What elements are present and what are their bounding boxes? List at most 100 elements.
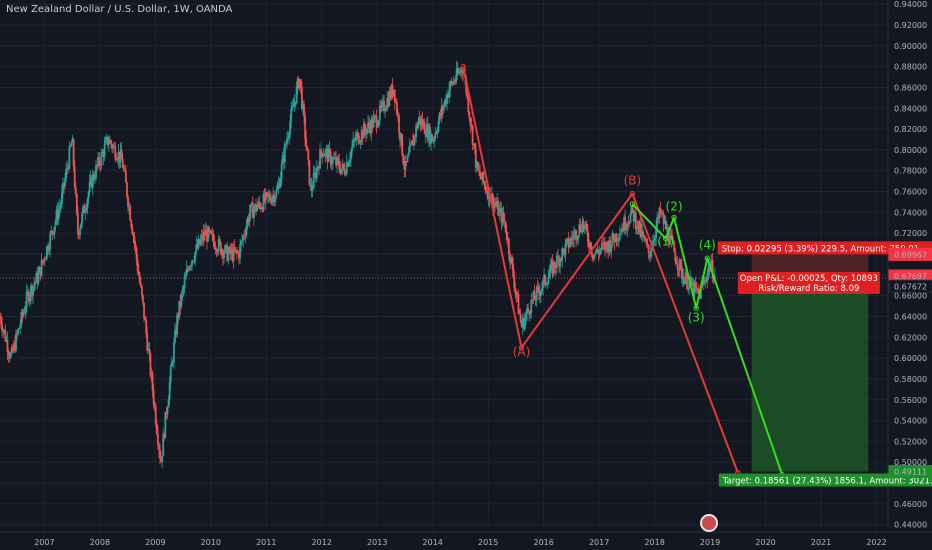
- candle-body: [22, 312, 25, 316]
- candle-body: [387, 98, 390, 106]
- risk-reward-text: Risk/Reward Ratio: 8.09: [758, 284, 859, 294]
- candle-body: [469, 118, 472, 126]
- candle-body: [432, 140, 435, 142]
- candle-body: [85, 208, 88, 211]
- candle-body: [660, 212, 663, 214]
- candle-body: [190, 265, 192, 267]
- candle-body: [608, 240, 611, 253]
- candle-body: [374, 116, 377, 118]
- candle-body: [160, 459, 162, 462]
- candle-body: [371, 119, 374, 128]
- candle-body: [706, 273, 709, 282]
- candle-body: [676, 263, 679, 269]
- candle-body: [65, 168, 68, 179]
- candle-body: [134, 243, 137, 248]
- candle-body: [577, 235, 580, 239]
- candle-body: [188, 266, 191, 270]
- candle-body: [647, 244, 650, 253]
- candle-body: [23, 312, 26, 313]
- y-tick-label: 0.46000: [894, 500, 927, 509]
- candle-body: [367, 122, 369, 129]
- candle-body: [409, 143, 412, 146]
- candle-body: [668, 240, 670, 245]
- x-tick-label: 2021: [811, 538, 831, 547]
- candle-body: [193, 260, 196, 262]
- candle-body: [60, 192, 63, 205]
- candle-body: [657, 217, 660, 219]
- candle-body: [451, 82, 454, 85]
- x-tick-label: 2018: [644, 538, 664, 547]
- candle-body: [475, 162, 478, 168]
- candle-body: [307, 150, 310, 161]
- candle-body: [405, 161, 408, 162]
- candle-body: [329, 151, 332, 165]
- candle-body: [527, 308, 529, 311]
- candle-body: [149, 353, 152, 376]
- candle-body: [230, 249, 233, 254]
- candle-body: [532, 291, 535, 301]
- candle-body: [213, 241, 216, 249]
- candle-body: [560, 258, 563, 261]
- x-tick-label: 2008: [90, 538, 110, 547]
- candle-body: [650, 248, 653, 252]
- candle-body: [129, 206, 132, 221]
- candle-body: [358, 142, 361, 144]
- candle-body: [42, 258, 45, 263]
- candle-body: [398, 115, 400, 133]
- candle-body: [544, 274, 547, 285]
- candle-body: [286, 138, 288, 145]
- candle-body: [126, 182, 128, 197]
- candle-body: [322, 155, 325, 157]
- candle-body: [607, 245, 610, 253]
- candle-body: [317, 166, 319, 168]
- candle-body: [263, 194, 266, 202]
- stop-label-text: Stop: 0.02295 (3.39%) 229.5, Amount: 750…: [722, 244, 920, 254]
- candle-body: [401, 134, 404, 156]
- candle-body: [267, 194, 270, 196]
- candle-body: [516, 294, 519, 296]
- candle-body: [457, 71, 460, 74]
- candle-body: [148, 348, 151, 354]
- candle-body: [441, 106, 444, 111]
- candle-body: [596, 248, 599, 252]
- candle-body: [356, 132, 359, 135]
- stop-label-box: [717, 241, 932, 255]
- candle-body: [86, 198, 89, 209]
- candle-body: [434, 132, 437, 139]
- candle-body: [113, 145, 116, 147]
- candle-body: [250, 202, 253, 205]
- candle-body: [79, 228, 81, 236]
- candle-body: [67, 168, 70, 169]
- candle-body: [604, 242, 606, 250]
- candle-body: [363, 124, 366, 131]
- candle-body: [130, 220, 133, 227]
- candle-body: [630, 205, 633, 214]
- candle-body: [240, 241, 243, 245]
- candle-body: [376, 125, 379, 128]
- candle-body: [55, 209, 58, 222]
- logo-icon[interactable]: [700, 514, 718, 532]
- candle-body: [299, 79, 302, 87]
- candle-body: [408, 145, 411, 153]
- candle-body: [381, 102, 383, 108]
- candle-body: [50, 230, 53, 234]
- candle-body: [162, 434, 165, 457]
- green-wave: [631, 203, 784, 476]
- candle-body: [382, 100, 384, 103]
- candle-body: [523, 318, 526, 329]
- candle-body: [704, 279, 707, 282]
- candle-body: [424, 133, 427, 137]
- candle-body: [594, 252, 597, 255]
- green-wave-vertex: [663, 235, 669, 242]
- candle-body: [11, 347, 14, 351]
- candle-body: [182, 287, 185, 291]
- candle-body: [378, 105, 381, 121]
- candle-body: [550, 261, 553, 265]
- candle-body: [280, 163, 283, 178]
- candle-body: [519, 314, 522, 322]
- candle-body: [341, 163, 344, 169]
- candle-body: [578, 224, 581, 236]
- candle-body: [639, 223, 642, 233]
